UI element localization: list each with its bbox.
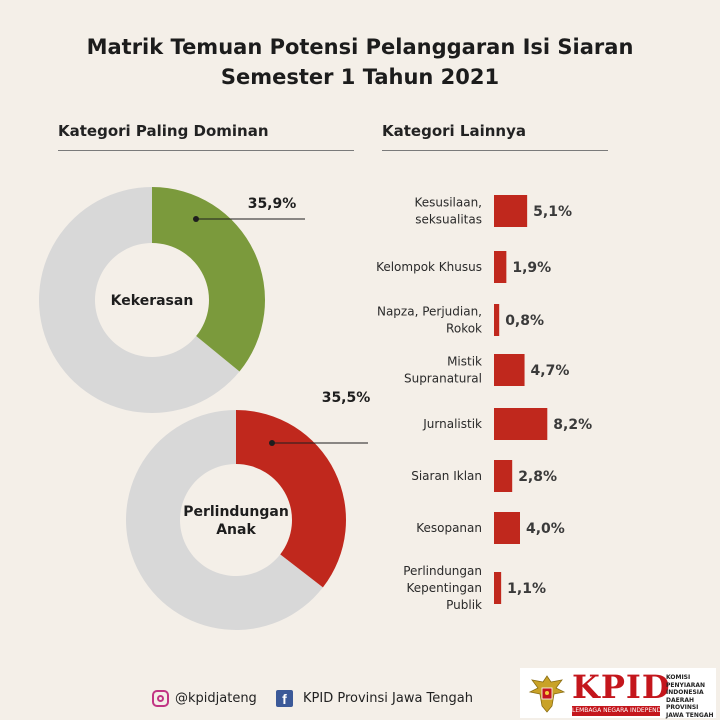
bar-value-label: 5,1% [533,204,572,220]
donut-remainder-slice [126,410,323,630]
bar-category-label: Perlindungan [403,564,482,578]
chart-title: Matrik Temuan Potensi Pelanggaran Isi Si… [0,32,720,92]
donut-leader-dot [269,440,275,446]
donut-value-label: 35,5% [322,390,371,406]
bar-value-label: 1,1% [507,581,546,597]
footer: @kpidjateng f KPID Provinsi Jawa Tengah … [0,640,720,720]
bar-category-label: Publik [446,598,482,612]
logo-side-line: PENYIARAN [666,681,706,689]
right-section-heading: Kategori Lainnya [382,122,526,140]
bar-category-label: seksualitas [415,213,482,227]
bar-value-label: 1,9% [512,260,551,276]
right-section-rule [382,150,608,151]
title-line-2: Semester 1 Tahun 2021 [220,65,500,89]
left-section-heading: Kategori Paling Dominan [58,122,269,140]
bar-category-label: Kesusilaan, [414,196,482,210]
instagram-text: @kpidjateng [175,691,257,706]
donut-value-slice [152,187,265,372]
bar [494,354,525,386]
logo-tagline: LEMBAGA NEGARA INDEPENDEN [572,706,660,716]
bar-value-label: 4,7% [531,363,570,379]
bar [494,408,548,440]
donut-value-label: 35,9% [248,196,297,212]
donut-leader-dot [193,216,199,222]
logo-side-text: KOMISI PENYIARAN INDONESIA DAERAH PROVIN… [666,674,714,719]
bar-category-label: Kesopanan [416,521,482,535]
bar-value-label: 2,8% [518,469,557,485]
logo-side-line: PROVINSI [666,704,699,711]
bar-category-label: Siaran Iklan [411,469,482,483]
facebook-text: KPID Provinsi Jawa Tengah [303,691,473,706]
bar-category-label: Rokok [446,322,482,336]
bar-category-label: Jurnalistik [422,417,482,431]
logo-side-line: KOMISI [666,674,691,681]
instagram-handle[interactable]: @kpidjateng [152,690,257,707]
garuda-emblem-icon [528,675,566,713]
bar-value-label: 0,8% [505,313,544,329]
title-line-1: Matrik Temuan Potensi Pelanggaran Isi Si… [86,35,634,59]
logo-side-line: INDONESIA [666,689,704,696]
bar [494,460,513,492]
bar-category-label: Kepentingan [407,581,482,595]
logo-side-line: JAWA TENGAH [666,711,714,719]
bar-category-label: Supranatural [404,372,482,386]
bar [494,251,507,283]
bar-category-label: Napza, Perjudian, [377,305,482,319]
bar [494,572,502,604]
donut-center-label: Perlindungan [183,504,289,520]
bar-value-label: 4,0% [526,521,565,537]
bar [494,304,500,336]
instagram-icon [152,690,169,707]
donut-center-label: Anak [216,522,256,538]
bar [494,195,528,227]
kpid-logo: KPID LEMBAGA NEGARA INDEPENDEN KOMISI PE… [520,668,716,719]
left-section-rule [58,150,354,151]
bar-value-label: 8,2% [553,417,592,433]
facebook-icon: f [276,690,293,707]
bar [494,512,520,544]
bar-category-label: Mistik [447,355,482,369]
bar-category-label: Kelompok Khusus [376,260,482,274]
logo-side-line: DAERAH [666,696,695,704]
donut-remainder-slice [39,187,240,413]
facebook-page[interactable]: f KPID Provinsi Jawa Tengah [276,690,473,707]
donut-center-label: Kekerasan [111,293,194,309]
donut-value-slice [236,410,347,588]
logo-word: KPID [572,668,671,706]
